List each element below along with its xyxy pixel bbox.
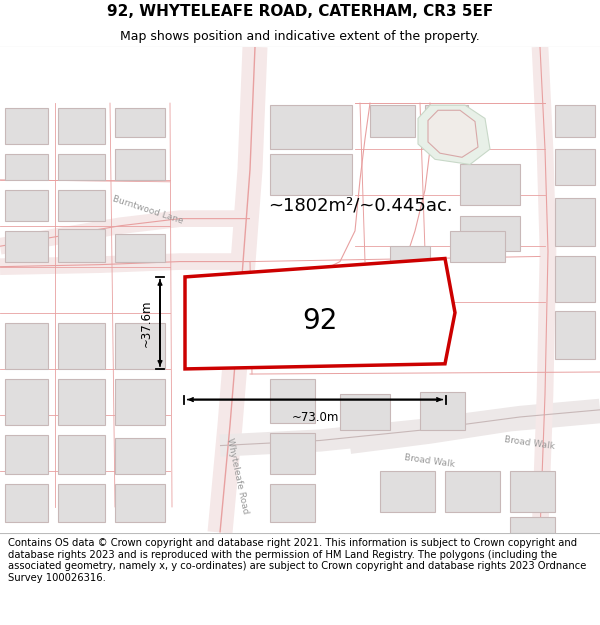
Polygon shape (340, 394, 390, 430)
Polygon shape (370, 105, 415, 137)
Polygon shape (270, 379, 315, 423)
Polygon shape (5, 379, 48, 425)
Polygon shape (510, 517, 555, 532)
Polygon shape (428, 110, 478, 158)
Polygon shape (418, 105, 490, 164)
Polygon shape (185, 259, 455, 369)
Polygon shape (460, 164, 520, 206)
Text: 92: 92 (302, 307, 338, 335)
Polygon shape (445, 471, 500, 512)
Polygon shape (115, 323, 165, 369)
Polygon shape (380, 471, 435, 512)
Polygon shape (58, 190, 105, 221)
Polygon shape (555, 105, 595, 137)
Text: Whyteleafe Road: Whyteleafe Road (224, 438, 250, 515)
Polygon shape (420, 392, 465, 430)
Polygon shape (115, 379, 165, 425)
Polygon shape (115, 149, 165, 180)
Polygon shape (270, 484, 315, 522)
Polygon shape (58, 108, 105, 144)
Polygon shape (5, 190, 48, 221)
Polygon shape (58, 323, 105, 369)
Text: ~73.0m: ~73.0m (292, 411, 338, 424)
Polygon shape (5, 231, 48, 262)
Text: Burntwood Lane: Burntwood Lane (112, 195, 184, 226)
Text: Broad Walk: Broad Walk (404, 453, 456, 469)
Polygon shape (58, 154, 105, 180)
Text: Contains OS data © Crown copyright and database right 2021. This information is : Contains OS data © Crown copyright and d… (8, 538, 586, 583)
Polygon shape (270, 154, 352, 195)
Polygon shape (425, 105, 468, 137)
Polygon shape (555, 311, 595, 359)
Polygon shape (5, 154, 48, 180)
Polygon shape (115, 484, 165, 522)
Text: ~1802m²/~0.445ac.: ~1802m²/~0.445ac. (268, 196, 452, 214)
Polygon shape (450, 231, 505, 262)
Polygon shape (555, 149, 595, 185)
Polygon shape (555, 198, 595, 246)
Polygon shape (5, 108, 48, 144)
Text: Map shows position and indicative extent of the property.: Map shows position and indicative extent… (120, 30, 480, 43)
Polygon shape (5, 436, 48, 474)
Text: ~37.6m: ~37.6m (139, 299, 152, 347)
Polygon shape (390, 246, 430, 277)
Polygon shape (555, 256, 595, 302)
Text: 92, WHYTELEAFE ROAD, CATERHAM, CR3 5EF: 92, WHYTELEAFE ROAD, CATERHAM, CR3 5EF (107, 4, 493, 19)
Text: Broad Walk: Broad Walk (504, 436, 556, 451)
Polygon shape (115, 108, 165, 137)
Polygon shape (270, 433, 315, 474)
Polygon shape (115, 439, 165, 474)
Polygon shape (58, 379, 105, 425)
Polygon shape (115, 234, 165, 262)
Polygon shape (58, 484, 105, 522)
Polygon shape (58, 229, 105, 262)
Polygon shape (270, 105, 352, 149)
Polygon shape (5, 323, 48, 369)
Polygon shape (58, 436, 105, 474)
Polygon shape (5, 484, 48, 522)
Polygon shape (460, 216, 520, 251)
Polygon shape (510, 471, 555, 512)
